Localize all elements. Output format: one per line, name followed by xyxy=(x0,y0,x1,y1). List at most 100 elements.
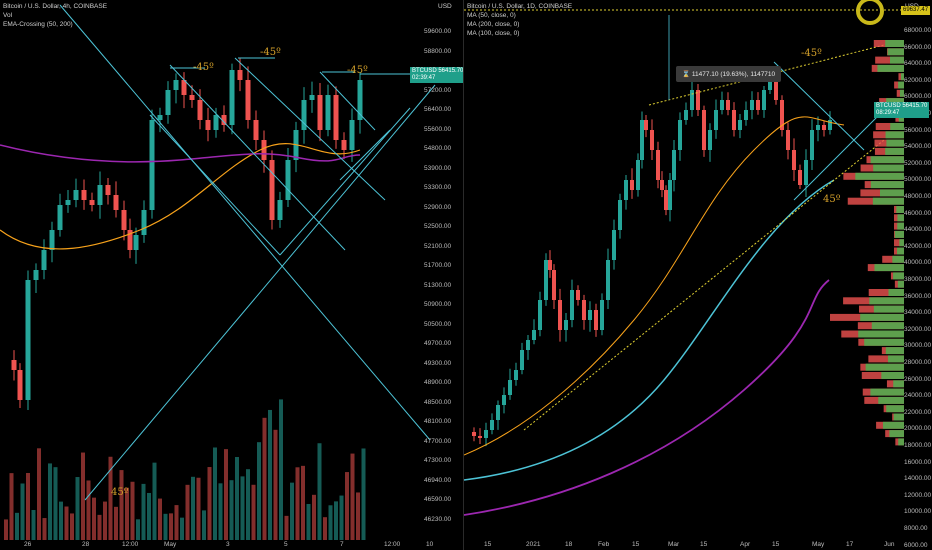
volume-bar xyxy=(323,517,327,540)
chart-pane-1d[interactable]: Bitcoin / U.S. Dollar, 1D, COINBASE MA (… xyxy=(464,0,932,550)
volume-bar xyxy=(295,467,300,540)
legend-volume[interactable]: Vol xyxy=(3,12,13,19)
time-tick: Feb xyxy=(598,541,610,548)
legend-ma50[interactable]: MA (50, close, 0) xyxy=(467,12,516,19)
candle-body xyxy=(650,130,654,150)
time-tick: 18 xyxy=(565,541,573,548)
volume-bar xyxy=(328,505,333,540)
candle-body xyxy=(113,195,119,210)
volume-profile-bar xyxy=(875,56,904,64)
chart-pane-4h[interactable]: Bitcoin / U.S. Dollar, 4h, COINBASE Vol … xyxy=(0,0,464,550)
volume-bar xyxy=(86,480,91,540)
candle-body xyxy=(816,125,820,130)
candle-body xyxy=(213,115,219,130)
candle-body xyxy=(720,100,724,110)
candle-body xyxy=(205,120,211,130)
price-tick: 55600.00 xyxy=(424,125,452,133)
channel-line xyxy=(234,57,386,201)
volume-profile-bar xyxy=(886,405,904,413)
time-tick: 5 xyxy=(284,541,288,548)
candle-body xyxy=(181,80,187,95)
legend-ma200[interactable]: MA (200, close, 0) xyxy=(467,21,520,28)
price-tick: 46230.00 xyxy=(424,515,452,523)
candle-body xyxy=(822,125,826,130)
volume-profile-bar xyxy=(885,147,904,155)
price-tick: 38000.00 xyxy=(904,276,932,283)
volume-profile-bar xyxy=(885,40,904,47)
candle-body xyxy=(11,360,17,370)
volume-bar xyxy=(229,480,234,540)
price-tick: 52500.00 xyxy=(424,223,452,230)
candle-body xyxy=(810,130,814,160)
candle-body xyxy=(538,300,542,330)
legend-ema[interactable]: EMA-Crossing (50, 200) xyxy=(3,21,73,28)
chart-4h-canvas[interactable] xyxy=(0,0,463,550)
channel-line xyxy=(169,64,346,251)
candle-body xyxy=(570,290,574,320)
volume-profile-bar xyxy=(869,297,904,305)
volume-bar xyxy=(246,469,250,540)
volume-bar xyxy=(114,506,118,540)
volume-bar xyxy=(207,467,212,540)
annotation-minus45-a[interactable]: -45º xyxy=(193,62,214,73)
candle-body xyxy=(606,260,610,300)
ema-slow-line xyxy=(0,144,361,163)
price-tick: 50000.00 xyxy=(904,176,932,184)
channel-line xyxy=(773,61,865,151)
price-tick: 44000.00 xyxy=(904,226,932,234)
annotation-minus45-1d[interactable]: -45º xyxy=(801,48,822,59)
annotation-45-1d[interactable]: 45º xyxy=(823,194,841,205)
time-tick: 15 xyxy=(700,541,708,548)
chart-1d-canvas[interactable] xyxy=(464,0,932,550)
time-tick: Mar xyxy=(668,541,680,548)
volume-profile-bar xyxy=(898,438,904,446)
price-tick: 22000.00 xyxy=(904,408,932,416)
volume-bar xyxy=(103,501,107,540)
candle-body xyxy=(133,235,139,250)
volume-bar xyxy=(42,518,47,540)
time-tick: 7 xyxy=(340,541,344,548)
volume-bar xyxy=(97,514,102,540)
volume-bar xyxy=(251,484,256,540)
volume-profile-bar xyxy=(873,305,904,313)
channel-line xyxy=(279,107,411,256)
legend-symbol-1d[interactable]: Bitcoin / U.S. Dollar, 1D, COINBASE xyxy=(467,3,573,10)
volume-profile-bar xyxy=(885,347,904,355)
candle-body xyxy=(804,160,808,185)
price-tick: 58800.00 xyxy=(424,47,452,55)
price-tick: 56400.00 xyxy=(424,106,452,113)
volume-bar xyxy=(20,483,25,540)
price-tick: 54800.00 xyxy=(424,145,452,152)
annotation-minus45-b[interactable]: -45º xyxy=(260,47,281,58)
volume-bar xyxy=(306,503,311,540)
candle-body xyxy=(25,280,31,400)
volume-bar xyxy=(174,505,179,540)
volume-profile-bar xyxy=(881,372,904,379)
tag-time-1d: 08:29:47 xyxy=(876,110,900,116)
candle-body xyxy=(285,160,291,200)
annotation-minus45-c[interactable]: -45º xyxy=(347,65,368,76)
candle-body xyxy=(57,205,63,230)
candle-body xyxy=(750,100,754,110)
time-tick: 15 xyxy=(632,541,640,548)
volume-bar xyxy=(334,501,338,540)
volume-bar xyxy=(202,510,206,540)
candle-body xyxy=(532,330,536,340)
volume-bar xyxy=(9,473,14,540)
time-tick: Jun xyxy=(884,541,895,548)
candle-body xyxy=(81,190,87,200)
candle-body xyxy=(690,90,694,110)
price-tick: 57200.00 xyxy=(424,86,452,94)
legend-ma100[interactable]: MA (100, close, 0) xyxy=(467,30,520,37)
volume-bar xyxy=(59,501,63,540)
candle-body xyxy=(121,210,127,230)
volume-profile-bar xyxy=(889,430,904,438)
candle-body xyxy=(636,160,640,190)
candle-body xyxy=(756,100,760,110)
candle-body xyxy=(762,90,766,110)
legend-symbol[interactable]: Bitcoin / U.S. Dollar, 4h, COINBASE xyxy=(3,3,108,10)
candle-body xyxy=(309,95,315,100)
annotation-45[interactable]: 45º xyxy=(111,487,129,498)
time-tick: 17 xyxy=(846,541,854,548)
candle-body xyxy=(253,120,259,140)
